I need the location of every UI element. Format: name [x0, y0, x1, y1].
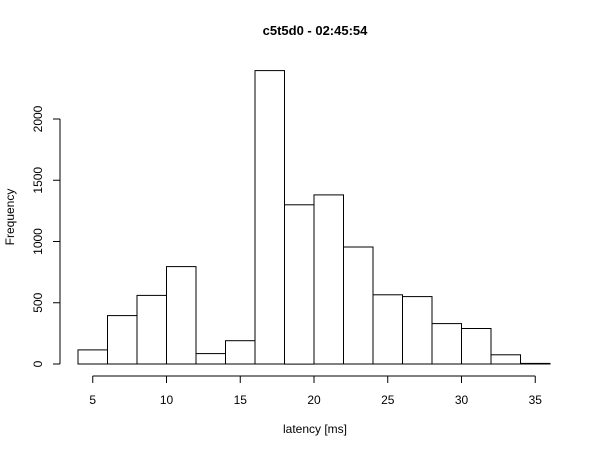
histogram-bar — [313, 194, 344, 365]
y-tick-label: 0 — [31, 360, 45, 367]
x-tick-label: 25 — [381, 393, 395, 407]
histogram-bar — [431, 323, 462, 365]
histogram-bar — [402, 296, 433, 365]
histogram-bar — [254, 70, 285, 365]
bars-layer — [77, 70, 551, 365]
x-axis-label: latency [ms] — [283, 422, 347, 436]
x-tick-label: 35 — [529, 393, 543, 407]
histogram-bar — [225, 340, 256, 365]
y-tick-label: 1500 — [31, 167, 45, 194]
histogram-bar — [166, 266, 197, 365]
histogram-bar — [520, 362, 551, 365]
x-tick-label: 5 — [89, 393, 96, 407]
y-tick-label: 2000 — [31, 105, 45, 132]
histogram-bar — [490, 354, 521, 365]
histogram-bar — [284, 204, 315, 365]
x-tick-label: 10 — [160, 393, 174, 407]
x-axis: 5 10 15 20 25 30 35 — [89, 375, 543, 407]
y-tick-label: 500 — [31, 292, 45, 312]
x-tick-label: 20 — [307, 393, 321, 407]
histogram-bar — [343, 246, 374, 365]
histogram-bar — [195, 353, 226, 365]
histogram-bar — [372, 294, 403, 365]
histogram-bar — [136, 294, 167, 365]
histogram-bar — [461, 328, 492, 365]
x-tick-label: 15 — [234, 393, 248, 407]
y-tick-label: 1000 — [31, 228, 45, 255]
histogram-bar — [107, 315, 138, 365]
y-axis: 0 500 1000 1500 2000 — [31, 105, 61, 367]
chart-title: c5t5d0 - 02:45:54 — [263, 23, 369, 38]
x-tick-label: 30 — [455, 393, 469, 407]
y-axis-label: Frequency — [3, 189, 17, 246]
histogram-bar — [77, 349, 108, 365]
